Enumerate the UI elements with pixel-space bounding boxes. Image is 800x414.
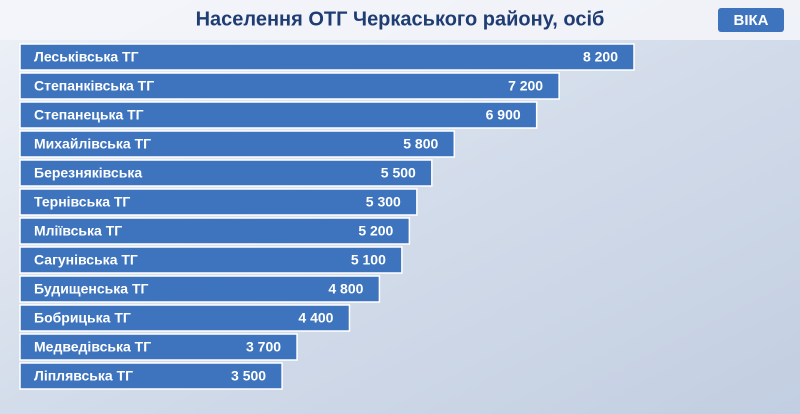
bar [19, 304, 351, 332]
category-label: Медведівська ТГ [34, 339, 151, 355]
category-label: Бобрицька ТГ [34, 310, 131, 326]
title-band [0, 0, 800, 40]
value-label: 5 100 [351, 252, 386, 268]
value-label: 7 200 [508, 78, 543, 94]
bar [19, 362, 283, 390]
bar [19, 246, 403, 274]
value-label: 4 400 [298, 310, 333, 326]
category-label: Ліплявська ТГ [34, 368, 133, 384]
value-label: 5 500 [381, 165, 416, 181]
category-label: Будищенська ТГ [34, 281, 148, 297]
category-label: Тернівська ТГ [34, 194, 130, 210]
category-label: Степанківська ТГ [34, 78, 154, 94]
category-label: Мліївська ТГ [34, 223, 122, 239]
bar [19, 188, 418, 216]
bar [19, 130, 456, 158]
value-label: 6 900 [486, 107, 521, 123]
bar [19, 333, 298, 361]
bar [19, 43, 635, 71]
value-label: 3 500 [231, 368, 266, 384]
category-label: Сагунівська ТГ [34, 252, 138, 268]
category-label: Михайлівська ТГ [34, 136, 151, 152]
value-label: 5 800 [403, 136, 438, 152]
category-label: Леськівська ТГ [34, 49, 139, 65]
category-label: Степанецька ТГ [34, 107, 144, 123]
logo: ВІКА [734, 12, 769, 29]
value-label: 5 200 [358, 223, 393, 239]
bar [19, 72, 560, 100]
category-label: Березняківська [34, 165, 142, 181]
value-label: 3 700 [246, 339, 281, 355]
chart-title: Населення ОТГ Черкаського району, осіб [196, 8, 605, 30]
value-label: 4 800 [328, 281, 363, 297]
bar [19, 217, 411, 245]
value-label: 5 300 [366, 194, 401, 210]
bar [19, 101, 538, 129]
bar [19, 275, 381, 303]
value-label: 8 200 [583, 49, 618, 65]
bar [19, 159, 433, 187]
logo-box [718, 8, 784, 32]
